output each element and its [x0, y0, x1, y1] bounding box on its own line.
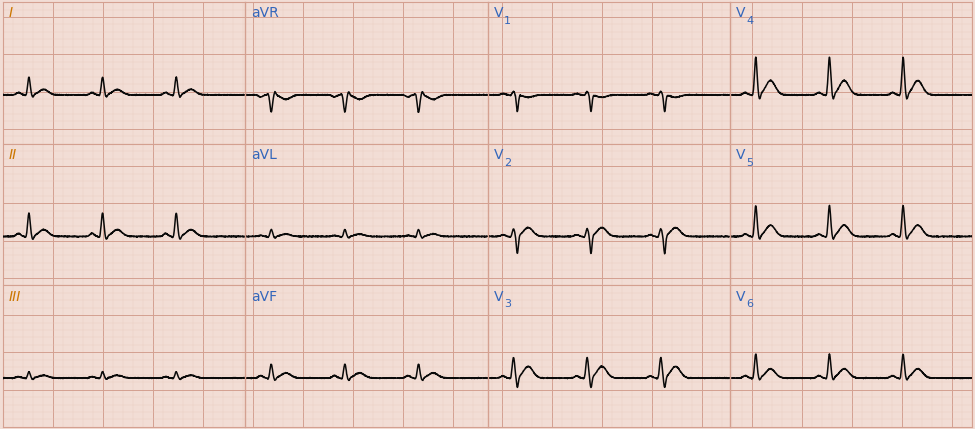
- Text: II: II: [9, 148, 18, 162]
- Text: 2: 2: [504, 158, 511, 168]
- Text: 3: 3: [504, 299, 511, 309]
- Text: I: I: [9, 6, 13, 21]
- Text: aVF: aVF: [252, 290, 278, 304]
- Text: 4: 4: [746, 16, 754, 26]
- Text: aVR: aVR: [252, 6, 279, 21]
- Text: 6: 6: [746, 299, 754, 309]
- Text: aVL: aVL: [252, 148, 277, 162]
- Text: 5: 5: [746, 158, 754, 168]
- Text: V: V: [493, 290, 503, 304]
- Text: V: V: [736, 148, 745, 162]
- Text: V: V: [493, 148, 503, 162]
- Text: V: V: [736, 6, 745, 21]
- Text: 1: 1: [504, 16, 511, 26]
- Text: V: V: [736, 290, 745, 304]
- Text: III: III: [9, 290, 21, 304]
- Text: V: V: [493, 6, 503, 21]
